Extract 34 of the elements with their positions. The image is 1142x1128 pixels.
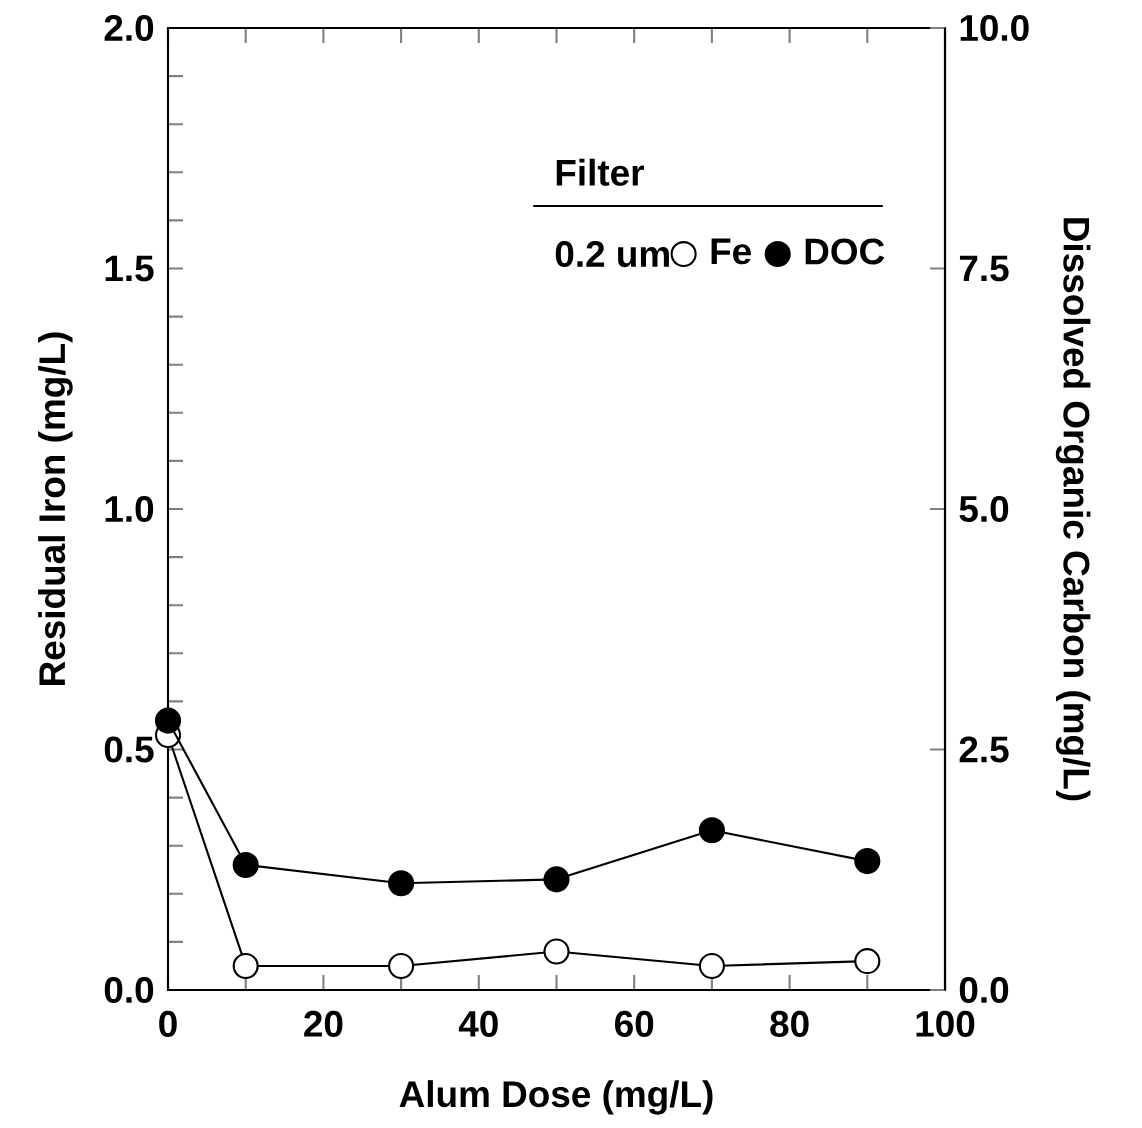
point	[154, 707, 182, 734]
y-tick-label: 1.0	[105, 495, 154, 523]
y-tick-label: 1.5	[105, 255, 154, 282]
y-tick-label: 0.0	[104, 976, 154, 1004]
y-axis-title: Residual Iron (mg/L)	[38, 332, 73, 685]
point	[854, 848, 881, 875]
y-tick-label: 0.5	[104, 736, 154, 763]
y2-tick-label: 10.0	[960, 14, 1029, 42]
legend-label: Fe	[711, 238, 751, 265]
x-axis-title: Alum Dose (mg/L)	[399, 1080, 713, 1115]
annotation: 0.2 um	[555, 241, 669, 268]
y2-tick-label: 2.5	[959, 736, 1009, 763]
point	[698, 952, 725, 980]
point	[232, 851, 259, 878]
point	[388, 952, 415, 980]
y2-axis-title: Dissolved Organic Carbon (mg/L)	[1055, 218, 1091, 801]
x-tick-label: 0	[159, 1010, 177, 1037]
point	[543, 866, 570, 893]
legend-label: DOC	[805, 238, 885, 265]
x-tick-label: 80	[770, 1010, 809, 1037]
point	[543, 938, 570, 965]
x-tick-label: 40	[458, 1010, 498, 1037]
y-tick-label: 2.0	[104, 14, 154, 42]
point	[698, 817, 725, 844]
legend-title: Filter	[556, 158, 644, 186]
y2-tick-label: 0.0	[959, 976, 1009, 1004]
point	[388, 870, 415, 897]
x-tick-label: 20	[304, 1010, 343, 1037]
point	[232, 952, 259, 980]
y2-tick-label: 7.5	[959, 255, 1009, 282]
x-tick-label: 60	[615, 1010, 654, 1037]
point	[854, 948, 881, 975]
y2-tick-label: 5.0	[959, 495, 1009, 523]
x-tick-label: 100	[916, 1010, 975, 1037]
